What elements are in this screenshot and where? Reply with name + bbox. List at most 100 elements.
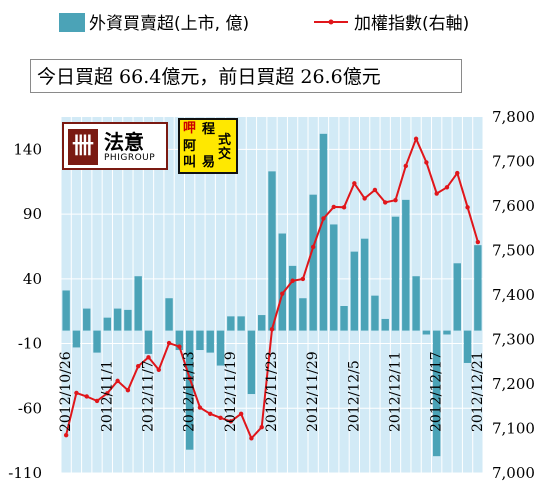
bar	[72, 330, 81, 348]
index-point	[455, 170, 460, 176]
index-point	[444, 185, 450, 190]
right-tick-label: 7,800	[492, 108, 535, 126]
legend-bar-label: 外資買賣超(上市, 億)	[89, 14, 249, 34]
index-point	[125, 388, 131, 393]
bar	[247, 330, 256, 395]
legend-bar-swatch	[59, 13, 85, 32]
index-point	[218, 415, 223, 421]
bar	[453, 263, 461, 331]
index-point	[166, 340, 172, 346]
bar	[443, 330, 451, 335]
phigroup-logo: 卌 法意 PHIGROUP	[62, 122, 168, 170]
index-point	[475, 239, 481, 245]
index-point	[403, 163, 409, 169]
left-axis-ticks: 140 90 40 -10 -60 -110	[8, 140, 42, 482]
bar	[340, 306, 348, 331]
line-series	[63, 136, 481, 441]
bar	[350, 251, 359, 331]
bar	[134, 276, 142, 331]
bar	[113, 308, 122, 331]
index-point	[465, 205, 470, 210]
phigroup-mark-icon: 卌	[68, 129, 98, 165]
phigroup-name: 法意	[104, 130, 144, 154]
badge-mark: 阿	[183, 139, 197, 154]
date-label: 2012/11/7	[140, 360, 156, 432]
bar	[93, 330, 101, 353]
bar	[62, 290, 70, 331]
badge-line-2: 式	[218, 133, 232, 148]
badge-line-4: 易	[202, 155, 216, 170]
date-labels: 2012/10/26 2012/11/1 2012/11/7 2012/11/13 20…	[58, 351, 486, 432]
bar	[463, 330, 472, 363]
trading-badge-logo: 呷 阿 叫 程 式 交 易	[178, 118, 238, 174]
bar	[144, 330, 153, 354]
bar	[412, 276, 420, 331]
index-point	[94, 398, 100, 404]
bar	[319, 133, 328, 331]
index-point	[413, 136, 419, 142]
badge-side-glyph: 呷	[183, 121, 197, 136]
index-point	[197, 405, 203, 410]
bar	[330, 224, 338, 331]
legend-line-marker	[328, 19, 334, 25]
left-tick-label: 40	[23, 270, 42, 288]
index-point	[434, 191, 439, 196]
index-point	[372, 187, 378, 193]
bar	[360, 238, 369, 331]
index-point	[249, 436, 254, 441]
index-point	[269, 327, 275, 332]
bar	[175, 330, 184, 351]
date-label: 2012/11/19	[223, 351, 239, 432]
right-tick-label: 7,300	[492, 331, 535, 349]
index-point	[228, 419, 234, 424]
right-tick-label: 7,000	[492, 464, 535, 482]
index-point	[238, 411, 244, 417]
index-point	[393, 198, 398, 203]
bar	[185, 330, 194, 450]
bar	[196, 330, 204, 351]
index-point	[146, 355, 151, 360]
bar	[124, 309, 132, 331]
bar	[268, 171, 276, 331]
index-point	[362, 196, 367, 201]
date-label: 2012/12/17	[429, 351, 445, 432]
bar	[278, 233, 286, 331]
index-point	[383, 200, 388, 205]
index-point	[259, 424, 264, 430]
index-point	[352, 181, 357, 186]
bar	[432, 330, 441, 457]
bar-series	[62, 133, 482, 457]
index-point	[331, 204, 336, 210]
index-point	[63, 432, 69, 438]
index-point	[341, 205, 347, 210]
bar	[237, 316, 245, 331]
bar	[206, 330, 214, 353]
bar	[299, 298, 307, 331]
date-label: 2012/11/13	[182, 351, 198, 432]
bar	[402, 199, 410, 331]
date-label: 2012/12/21	[470, 351, 486, 432]
index-point	[84, 394, 89, 399]
date-label: 2012/11/23	[264, 351, 280, 432]
left-tick-label: -10	[18, 335, 42, 353]
bar	[422, 330, 431, 335]
phigroup-name-en: PHIGROUP	[104, 153, 156, 163]
daily-summary-banner: 今日買超 66.4億元，前日買超 26.6億元	[30, 59, 462, 93]
bar	[371, 295, 379, 331]
index-point	[177, 344, 182, 349]
index-point	[290, 278, 295, 283]
index-point	[321, 216, 326, 221]
bar	[391, 216, 400, 331]
right-tick-label: 7,200	[492, 375, 535, 393]
index-point	[74, 390, 79, 396]
date-label: 2012/12/5	[346, 360, 362, 432]
gridlines	[60, 117, 484, 474]
left-tick-label: 140	[13, 140, 42, 158]
bar	[474, 245, 482, 331]
bar	[309, 194, 317, 331]
bar	[258, 315, 266, 331]
badge-line-1: 程	[202, 122, 216, 137]
date-label: 2012/11/1	[99, 360, 115, 432]
index-point	[115, 378, 120, 384]
